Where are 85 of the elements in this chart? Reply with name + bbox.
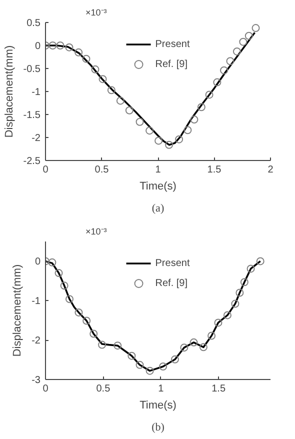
point	[232, 47, 241, 56]
point	[82, 54, 90, 63]
point	[48, 258, 56, 266]
point	[48, 42, 57, 50]
y-tick-label: 0.5	[26, 18, 41, 29]
point	[190, 338, 198, 346]
y-tick-label: -1	[32, 87, 41, 98]
line-series	[46, 32, 256, 146]
point	[226, 57, 234, 66]
legend-label: Present	[155, 257, 190, 269]
point	[239, 38, 248, 46]
point	[128, 352, 136, 360]
legend-label: Present	[155, 38, 190, 50]
x-tick-label: 1	[155, 164, 162, 176]
point	[165, 140, 174, 149]
y-tick-label: -2.5	[23, 156, 41, 167]
point	[114, 342, 122, 350]
y-axis-title: Displacement(mm)	[12, 264, 24, 357]
point	[184, 126, 192, 134]
legend-label: Ref. [9]	[155, 277, 188, 289]
point	[65, 43, 74, 52]
x-tick-label: 0	[42, 164, 49, 176]
x-axis-title: Time(s)	[140, 180, 176, 192]
text: ×10⁻³	[86, 226, 107, 236]
legend-label: Ref. [9]	[155, 58, 188, 70]
point	[236, 288, 244, 297]
x-tick-label: 1.5	[207, 164, 222, 176]
y-tick-label: -2	[32, 336, 41, 347]
text: (b)	[152, 422, 165, 434]
point	[208, 332, 216, 340]
point	[74, 48, 83, 56]
point	[159, 362, 168, 370]
point	[197, 103, 206, 112]
x-tick-label: 2	[268, 164, 274, 176]
point	[146, 126, 154, 135]
text: ×10⁻³	[86, 8, 107, 18]
text: (a)	[152, 202, 164, 214]
point	[190, 116, 198, 124]
point	[136, 118, 144, 126]
x-axis-title: Time(s)	[140, 400, 176, 412]
point	[54, 269, 63, 278]
point	[66, 295, 74, 304]
point	[244, 32, 253, 40]
point	[246, 264, 255, 273]
y-tick-label: 0	[34, 41, 41, 52]
point	[256, 257, 264, 266]
point	[214, 318, 222, 327]
y-tick-label: -3	[32, 375, 41, 386]
point	[231, 300, 240, 308]
point	[116, 96, 124, 105]
x-tick-label: 0.5	[96, 384, 111, 394]
y-tick-label: -1.5	[23, 110, 41, 121]
point	[82, 316, 91, 325]
point	[205, 90, 214, 99]
x-tick-label: 1.5	[212, 384, 226, 394]
point	[91, 65, 100, 74]
point	[74, 308, 83, 316]
point	[154, 136, 163, 145]
point	[60, 282, 68, 290]
x-tick-label: 0	[42, 384, 49, 394]
point	[107, 86, 116, 94]
point	[240, 278, 248, 286]
point	[90, 330, 98, 338]
line-series	[46, 260, 262, 372]
point	[199, 343, 208, 352]
point	[170, 355, 179, 364]
point	[223, 311, 232, 320]
point	[136, 360, 144, 369]
point	[56, 42, 64, 50]
point	[220, 66, 228, 74]
y-tick-label: 0	[34, 256, 41, 268]
x-tick-label: 0.5	[94, 164, 110, 176]
y-axis-title: Displacement(mm)	[3, 45, 16, 138]
x-tick-label: 1	[158, 384, 164, 394]
point	[146, 366, 154, 375]
y-tick-label: -0.5	[23, 64, 41, 75]
point	[98, 75, 107, 84]
point	[125, 106, 134, 114]
point	[252, 24, 260, 32]
y-tick-label: -2	[32, 133, 41, 144]
point	[175, 135, 184, 144]
point	[213, 78, 222, 86]
y-tick-label: -1	[32, 296, 41, 308]
point	[180, 344, 188, 352]
point	[98, 340, 106, 349]
